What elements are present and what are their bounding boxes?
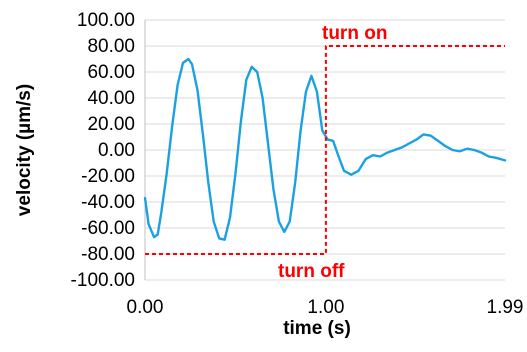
annotation-turn-off: turn off: [278, 261, 345, 282]
x-tick-label: 0.00: [127, 297, 164, 318]
y-tick-label: 80.00: [87, 36, 135, 57]
y-tick-label: 0.00: [98, 140, 135, 161]
annotation-turn-on: turn on: [322, 23, 387, 44]
y-tick-label: -60.00: [81, 218, 135, 239]
y-tick-label: 40.00: [87, 88, 135, 109]
x-tick-label: 1.00: [307, 297, 344, 318]
y-tick-label: -100.00: [71, 270, 135, 291]
series-line-dashed: [145, 45, 505, 255]
label-layer: 100.00 80.00 60.00 40.00 20.00 0.00 -20.00 -40.…: [71, 10, 524, 318]
y-tick-label: -80.00: [81, 244, 135, 265]
y-axis-title: velocity (µm/s): [14, 84, 35, 216]
x-axis-title: time (s): [283, 318, 351, 339]
series-line-velocity: [143, 57, 507, 241]
series-layer: [143, 45, 507, 255]
y-tick-label: 100.00: [77, 10, 135, 31]
x-tick-label: 1.99: [487, 297, 524, 318]
y-tick-label: 60.00: [87, 62, 135, 83]
y-tick-label: -40.00: [81, 192, 135, 213]
y-tick-label: -20.00: [81, 166, 135, 187]
y-tick-label: 20.00: [87, 114, 135, 135]
